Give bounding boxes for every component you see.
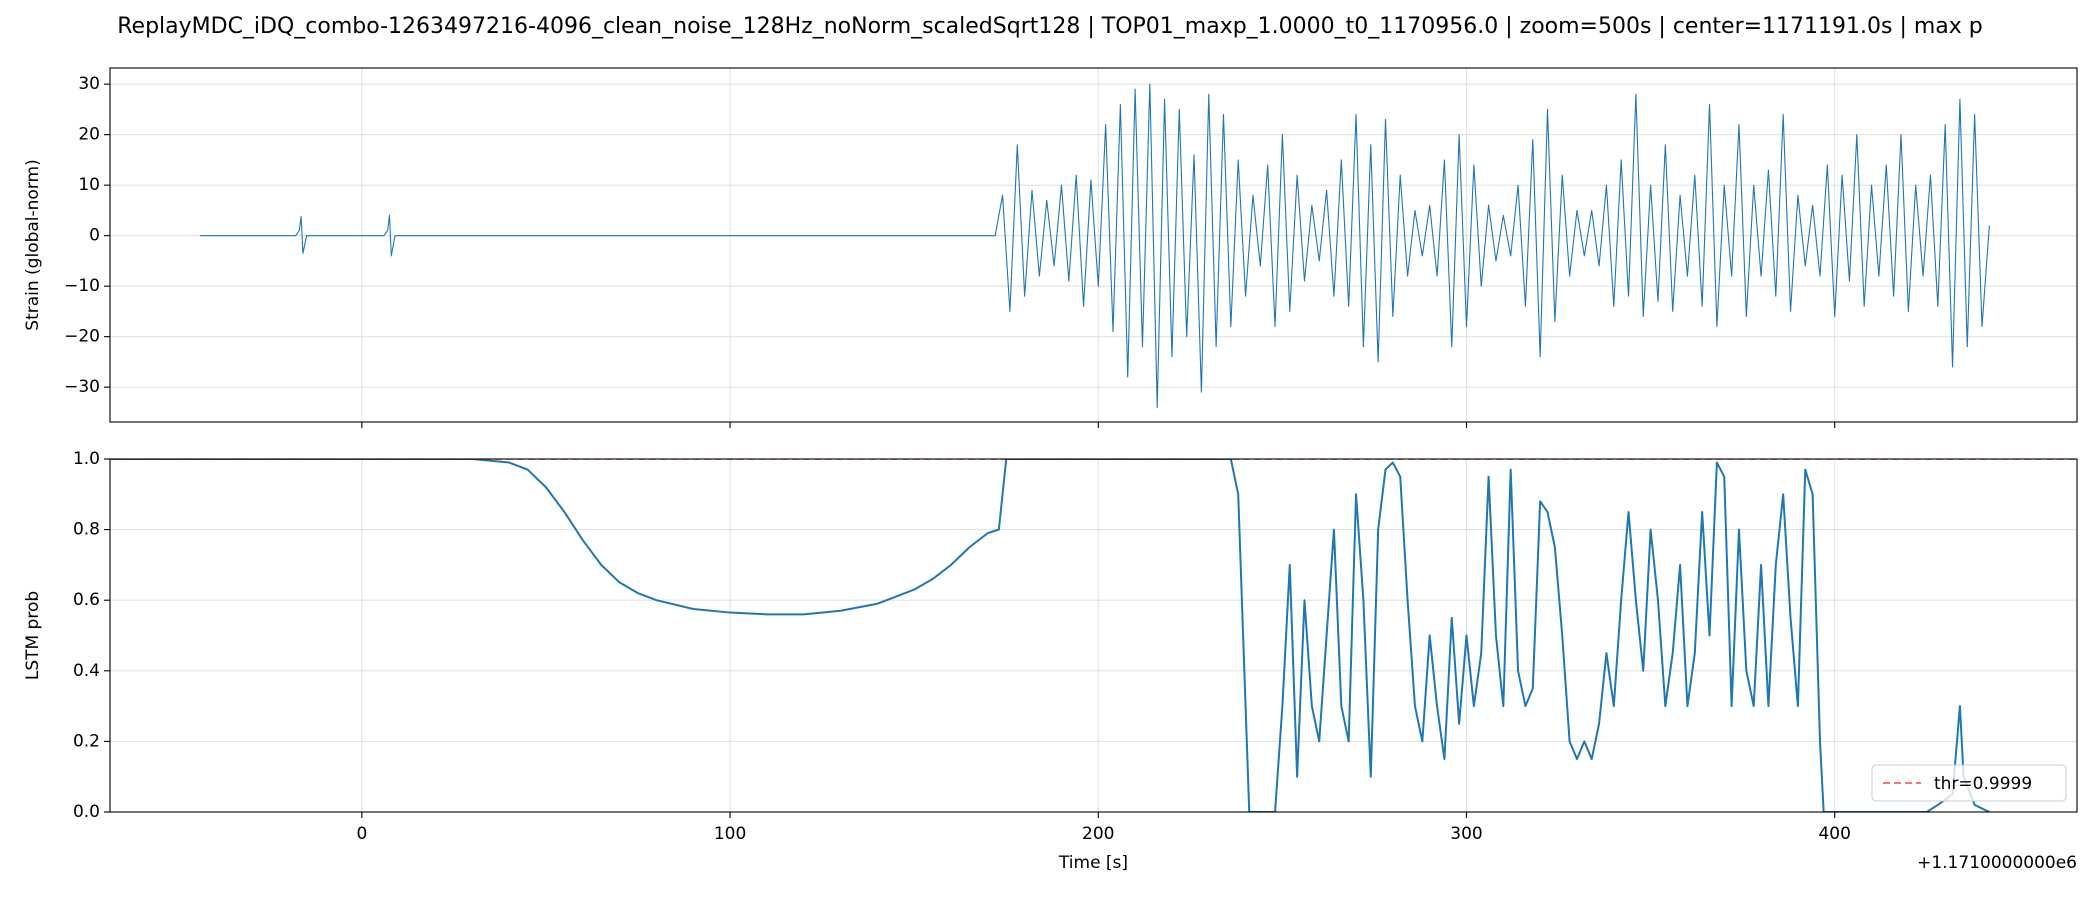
x-tick-label: 0: [356, 824, 367, 844]
axes-frame: [109, 67, 2078, 423]
y-axis-label: LSTM prob: [23, 591, 43, 680]
y-tick-label: −10: [64, 276, 100, 296]
y-tick-label: −30: [64, 377, 100, 397]
y-tick-label: −20: [64, 327, 100, 347]
x-offset-label: +1.1710000000e6: [1917, 853, 2077, 873]
x-axis-label: Time [s]: [1058, 853, 1128, 873]
legend-box: [1871, 764, 2067, 802]
y-axis-label: Strain (global-norm): [23, 159, 43, 330]
legend-label: thr=0.9999: [1934, 774, 2032, 794]
y-tick-label: 0.8: [73, 520, 100, 540]
y-tick-label: 10: [78, 175, 100, 195]
plot-area: [110, 68, 2077, 422]
chart-title: ReplayMDC_iDQ_combo-1263497216-4096_clea…: [117, 14, 1983, 39]
y-tick-label: 0: [89, 226, 100, 246]
plot-clip: [199, 83, 1990, 408]
y-tick-label: 0.2: [73, 731, 100, 751]
axes-frame: [109, 458, 2078, 813]
x-tick-label: 200: [1082, 824, 1114, 844]
y-tick-label: 30: [78, 74, 100, 94]
y-tick-label: 1.0: [73, 449, 100, 469]
y-tick-label: 0.4: [73, 661, 100, 681]
data-line: [199, 83, 1990, 408]
data-line: [110, 459, 1990, 812]
plot-area: [110, 459, 2077, 812]
x-tick-label: 100: [714, 824, 746, 844]
y-tick-label: 0.0: [73, 802, 100, 822]
x-tick-label: 400: [1818, 824, 1850, 844]
y-tick-label: 20: [78, 125, 100, 145]
y-tick-label: 0.6: [73, 590, 100, 610]
x-tick-label: 300: [1450, 824, 1482, 844]
